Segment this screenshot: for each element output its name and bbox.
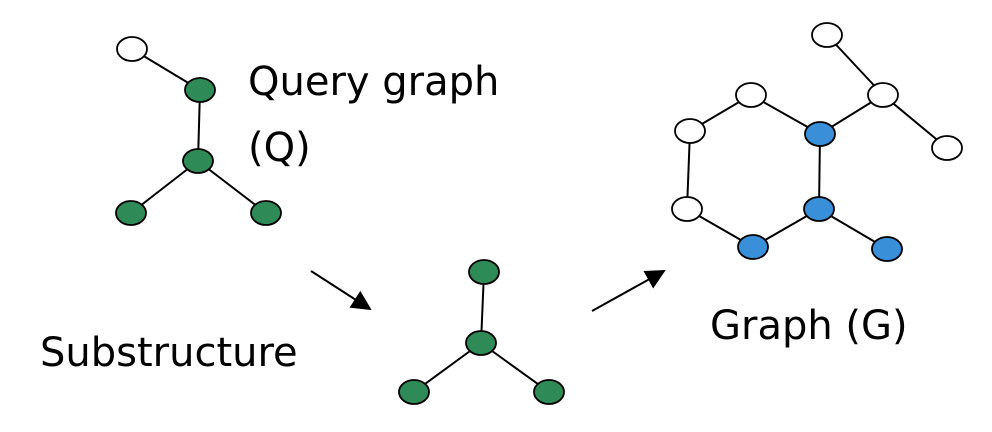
target-node-g-tail bbox=[871, 236, 903, 262]
arrow-substructure-to-graph bbox=[591, 270, 666, 312]
arrow-query-to-substructure bbox=[310, 270, 372, 311]
nodes-layer bbox=[115, 22, 963, 405]
substructure-node-s-left bbox=[398, 379, 430, 405]
query-node-q-right bbox=[250, 200, 282, 226]
graph-label: Graph (G) bbox=[710, 303, 908, 349]
query-node-q-top bbox=[116, 36, 148, 62]
target-node-g-bottom bbox=[737, 234, 769, 260]
arrows-layer bbox=[310, 270, 666, 312]
substructure-node-s-top bbox=[468, 259, 500, 285]
query-node-q-center bbox=[182, 148, 214, 174]
query-graph-label: Query graph bbox=[248, 59, 500, 105]
target-node-g-upper-right bbox=[804, 121, 836, 147]
substructure-node-s-right bbox=[533, 379, 565, 405]
substructure-label: Substructure bbox=[40, 330, 298, 376]
target-node-g-lower-left bbox=[671, 196, 703, 222]
target-node-g-branch bbox=[867, 82, 899, 108]
target-edge-g-upper-left-g-lower-left bbox=[686, 130, 691, 210]
target-node-g-top bbox=[735, 82, 767, 108]
substructure-node-s-center bbox=[465, 330, 497, 356]
target-node-g-branch-up bbox=[811, 22, 843, 48]
target-node-g-upper-left bbox=[674, 118, 706, 144]
query-node-q-upper bbox=[184, 77, 216, 103]
query-node-q-left bbox=[115, 200, 147, 226]
query-graph-symbol: (Q) bbox=[248, 125, 311, 171]
target-node-g-lower-right bbox=[803, 196, 835, 222]
target-node-g-branch-down bbox=[931, 135, 963, 161]
